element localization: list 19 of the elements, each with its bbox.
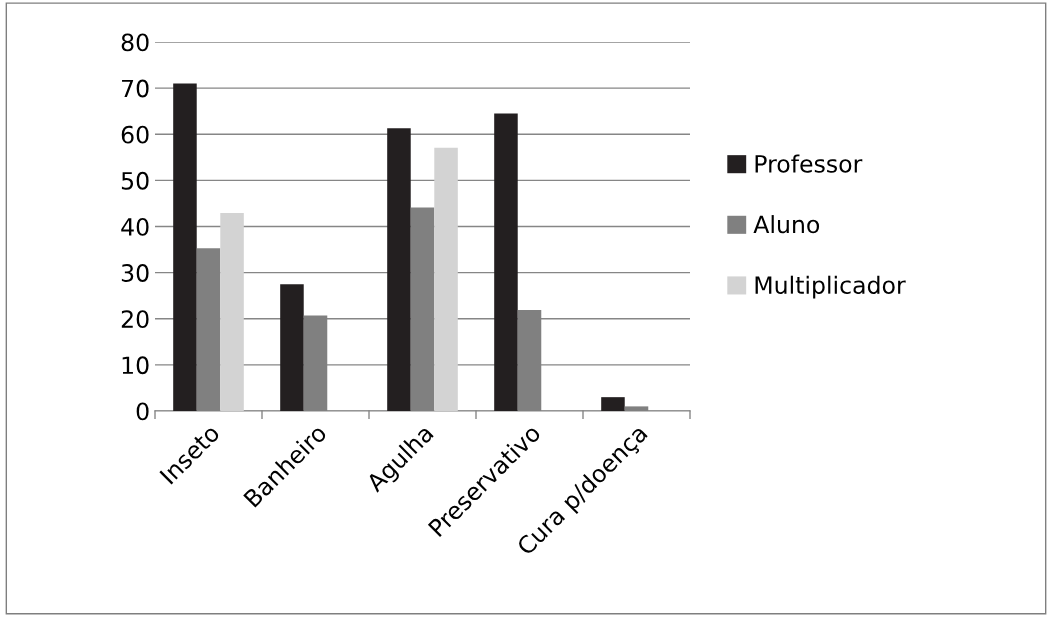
bar	[387, 128, 411, 411]
y-tick-label: 10	[122, 356, 149, 375]
bar	[494, 113, 518, 411]
legend-label: Multiplicador	[755, 275, 906, 299]
y-tick-label: 80	[121, 33, 149, 52]
y-tick-label: 0	[136, 402, 149, 421]
y-tick-label: 60	[121, 125, 149, 144]
y-tick-label: 30	[121, 264, 149, 282]
y-tick-label: 70	[122, 79, 149, 98]
bar	[220, 213, 244, 411]
legend-label: Aluno	[753, 215, 820, 234]
legend-label: Professor	[755, 154, 863, 173]
y-tick-label: 20	[121, 310, 149, 329]
bar	[173, 83, 197, 411]
y-tick-label: 40	[121, 217, 149, 236]
bar	[280, 284, 304, 411]
bar	[434, 147, 458, 411]
y-tick-label: 50	[121, 171, 149, 190]
bar	[601, 397, 625, 411]
